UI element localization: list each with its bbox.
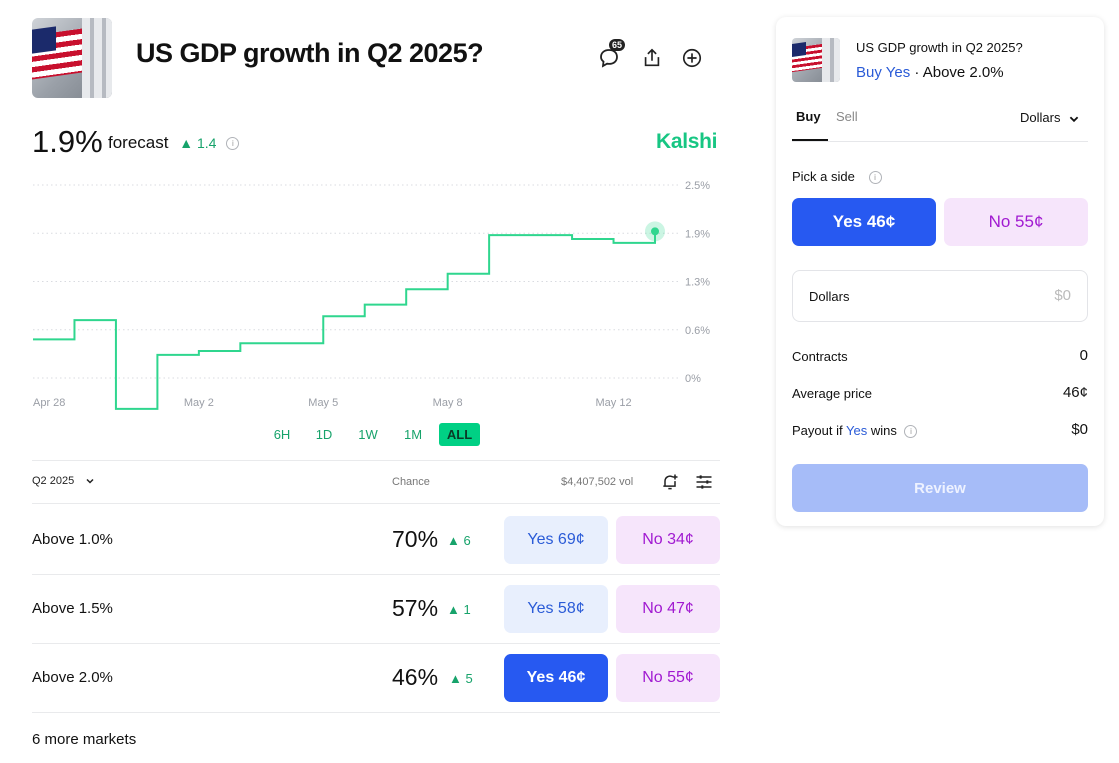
y-tick-label: 2.5% xyxy=(685,180,710,192)
market-row-delta: ▲ 6 xyxy=(447,533,471,548)
row-yes-button-selected[interactable]: Yes 46¢ xyxy=(504,654,608,702)
contracts-value: 0 xyxy=(1079,347,1088,364)
page-title: US GDP growth in Q2 2025? xyxy=(136,38,484,68)
timeframe-all[interactable]: ALL xyxy=(439,423,480,446)
timeframe-6h[interactable]: 6H xyxy=(273,427,291,442)
average-price-value: 46¢ xyxy=(1062,384,1088,401)
x-tick-label: May 8 xyxy=(433,397,463,409)
card-title: US GDP growth in Q2 2025? xyxy=(856,40,1023,55)
tab-buy-underline xyxy=(792,139,828,141)
market-row-chance: 57% xyxy=(392,595,439,621)
chance-header: Chance xyxy=(392,476,430,488)
market-row-delta: ▲ 5 xyxy=(449,671,473,686)
chevron-down-icon xyxy=(86,479,94,484)
divider xyxy=(32,643,720,644)
alert-button[interactable] xyxy=(655,467,685,497)
divider xyxy=(32,503,720,504)
selected-market: · Above 2.0% xyxy=(914,64,1004,81)
payout-value: $0 xyxy=(1071,421,1088,438)
market-image xyxy=(32,18,112,98)
market-row-chance: 70% xyxy=(392,526,439,552)
pick-side-label: Pick a side i xyxy=(792,169,882,185)
kalshi-logo: Kalshi xyxy=(656,130,718,153)
info-icon[interactable]: i xyxy=(904,425,918,439)
forecast-chart[interactable]: 2.5% 1.9% 1.3% 0.6% 0% Apr 28 May 2 May 5 May 8 M… xyxy=(0,170,730,420)
tab-buy[interactable]: Buy xyxy=(796,109,821,124)
payout-label: Payout if Yes wins i xyxy=(792,423,918,439)
row-no-button[interactable]: No 55¢ xyxy=(616,654,720,702)
timeframe-1w[interactable]: 1W xyxy=(358,427,378,442)
tab-sell[interactable]: Sell xyxy=(836,109,858,124)
share-button[interactable] xyxy=(637,43,667,73)
bell-plus-icon xyxy=(663,474,678,490)
yes-side-button[interactable]: Yes 46¢ xyxy=(792,198,936,246)
review-button[interactable]: Review xyxy=(792,464,1088,512)
row-yes-button[interactable]: Yes 58¢ xyxy=(504,585,608,633)
up-triangle-icon: ▲ xyxy=(447,533,464,548)
more-markets-link[interactable]: 6 more markets xyxy=(32,731,137,748)
timeframe-1m[interactable]: 1M xyxy=(403,427,423,442)
forecast-label-group: forecast ▲ 1.4 i xyxy=(108,133,240,153)
no-side-button[interactable]: No 55¢ xyxy=(944,198,1088,246)
series-line xyxy=(33,231,656,410)
y-tick-label: 0% xyxy=(685,373,701,385)
buy-yes-label: Buy Yes xyxy=(856,64,911,81)
info-icon[interactable]: i xyxy=(226,137,240,151)
info-icon[interactable]: i xyxy=(868,171,882,185)
amount-input[interactable]: Dollars $0 xyxy=(792,270,1088,322)
card-market-image xyxy=(792,38,840,82)
divider xyxy=(792,141,1088,142)
comments-button[interactable]: 65 xyxy=(594,39,626,73)
row-no-button[interactable]: No 34¢ xyxy=(616,516,720,564)
filter-button[interactable] xyxy=(689,467,719,497)
card-selection: Buy Yes · Above 2.0% xyxy=(856,64,1004,81)
volume: $4,407,502 vol xyxy=(561,476,634,488)
divider xyxy=(32,712,720,713)
row-yes-button[interactable]: Yes 69¢ xyxy=(504,516,608,564)
current-point xyxy=(651,227,659,236)
divider xyxy=(32,460,720,461)
plus-circle-icon xyxy=(682,48,702,68)
amount-placeholder: $0 xyxy=(1054,287,1071,304)
share-icon xyxy=(644,48,660,67)
sliders-icon xyxy=(696,475,712,489)
timeframe-1d[interactable]: 1D xyxy=(315,427,333,442)
average-price-label: Average price xyxy=(792,386,872,401)
x-tick-label: May 5 xyxy=(308,397,338,409)
period-selector[interactable]: Q2 2025 xyxy=(32,475,95,487)
comment-count-badge: 65 xyxy=(609,39,626,51)
x-tick-label: May 12 xyxy=(595,397,631,409)
market-row-delta: ▲ 1 xyxy=(447,602,471,617)
order-card: US GDP growth in Q2 2025? Buy Yes · Abov… xyxy=(776,17,1104,526)
up-triangle-icon: ▲ xyxy=(447,602,464,617)
forecast-value: 1.9% xyxy=(32,124,103,159)
up-triangle-icon: ▲ xyxy=(449,671,466,686)
amount-label: Dollars xyxy=(809,289,850,304)
contracts-label: Contracts xyxy=(792,349,848,364)
forecast-label: forecast xyxy=(108,133,169,152)
market-row-label: Above 1.5% xyxy=(32,600,113,617)
y-tick-label: 1.9% xyxy=(685,228,710,240)
forecast-delta: ▲ 1.4 xyxy=(179,135,217,151)
add-button[interactable] xyxy=(677,43,707,73)
chevron-down-icon xyxy=(1069,116,1079,122)
comment-icon xyxy=(600,49,618,68)
y-tick-label: 0.6% xyxy=(685,325,710,337)
market-row-label: Above 2.0% xyxy=(32,669,113,686)
divider xyxy=(32,574,720,575)
y-tick-label: 1.3% xyxy=(685,277,710,289)
row-no-button[interactable]: No 47¢ xyxy=(616,585,720,633)
x-tick-label: May 2 xyxy=(184,397,214,409)
up-triangle-icon: ▲ xyxy=(179,135,194,151)
x-tick-label: Apr 28 xyxy=(33,397,65,409)
market-row-chance: 46% xyxy=(392,664,439,690)
market-row-label: Above 1.0% xyxy=(32,531,113,548)
unit-selector[interactable]: Dollars xyxy=(1020,110,1080,125)
